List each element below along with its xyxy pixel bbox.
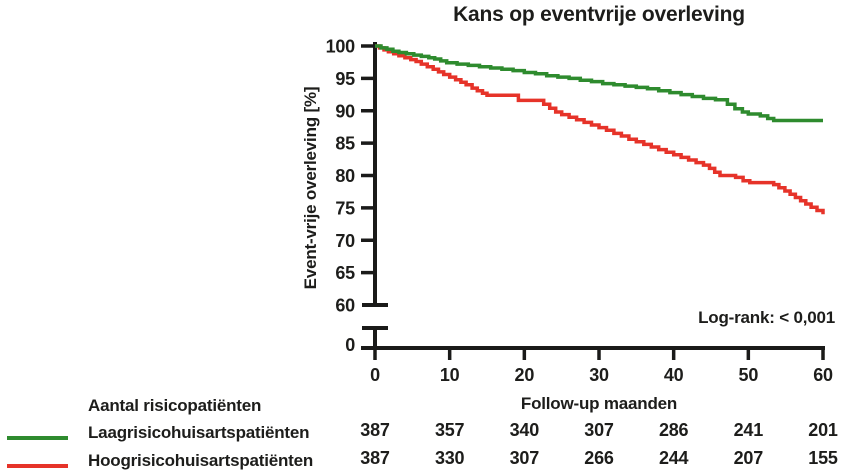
x-tick-label: 20 bbox=[515, 365, 535, 385]
legend-label-low-risk: Laagrisicohuisartspatiënten bbox=[88, 423, 310, 442]
legend-header: Aantal risicopatiënten bbox=[88, 396, 262, 415]
legend-line-high-risk bbox=[7, 464, 68, 468]
y-tick-label: 70 bbox=[335, 231, 355, 251]
risk-count: 201 bbox=[808, 420, 838, 440]
y-tick-label: 65 bbox=[335, 263, 355, 283]
y-tick-label: 90 bbox=[335, 101, 355, 121]
risk-count: 207 bbox=[733, 448, 764, 468]
x-tick-label: 0 bbox=[370, 365, 380, 385]
y-tick-label: 60 bbox=[335, 296, 355, 316]
x-tick-label: 30 bbox=[589, 365, 609, 385]
y-tick-label: 75 bbox=[335, 198, 355, 218]
survival-curve-high-risk bbox=[375, 44, 825, 215]
risk-count: 340 bbox=[509, 420, 540, 440]
y-tick-label: 80 bbox=[335, 166, 355, 186]
x-axis-title: Follow-up maanden bbox=[520, 394, 678, 413]
x-tick-label: 50 bbox=[739, 365, 759, 385]
logrank-annotation: Log-rank: < 0,001 bbox=[698, 308, 835, 327]
risk-count: 155 bbox=[808, 448, 838, 468]
y-tick-label: 85 bbox=[335, 134, 355, 154]
legend-line-low-risk bbox=[7, 436, 68, 440]
y-tick-label: 100 bbox=[326, 37, 356, 57]
risk-count: 244 bbox=[658, 448, 689, 468]
risk-count: 286 bbox=[658, 420, 689, 440]
risk-count: 387 bbox=[360, 420, 390, 440]
x-tick-label: 60 bbox=[813, 365, 833, 385]
risk-count: 330 bbox=[434, 448, 465, 468]
x-tick-label: 40 bbox=[664, 365, 684, 385]
risk-count: 241 bbox=[733, 420, 764, 440]
risk-count: 357 bbox=[434, 420, 465, 440]
y-tick-label: 95 bbox=[335, 69, 355, 89]
x-tick-label: 10 bbox=[440, 365, 460, 385]
risk-count: 266 bbox=[584, 448, 614, 468]
legend-label-high-risk: Hoogrisicohuisartspatiënten bbox=[88, 451, 314, 470]
chart-title: Kans op eventvrije overleving bbox=[453, 3, 745, 26]
risk-count: 387 bbox=[360, 448, 390, 468]
risk-count: 307 bbox=[584, 420, 614, 440]
legend: Aantal risicopatiënten Laagrisicohuisart… bbox=[0, 393, 370, 473]
survival-curve-low-risk bbox=[375, 44, 823, 123]
risk-count: 307 bbox=[509, 448, 540, 468]
y-axis-break-label: 0 bbox=[345, 335, 355, 355]
